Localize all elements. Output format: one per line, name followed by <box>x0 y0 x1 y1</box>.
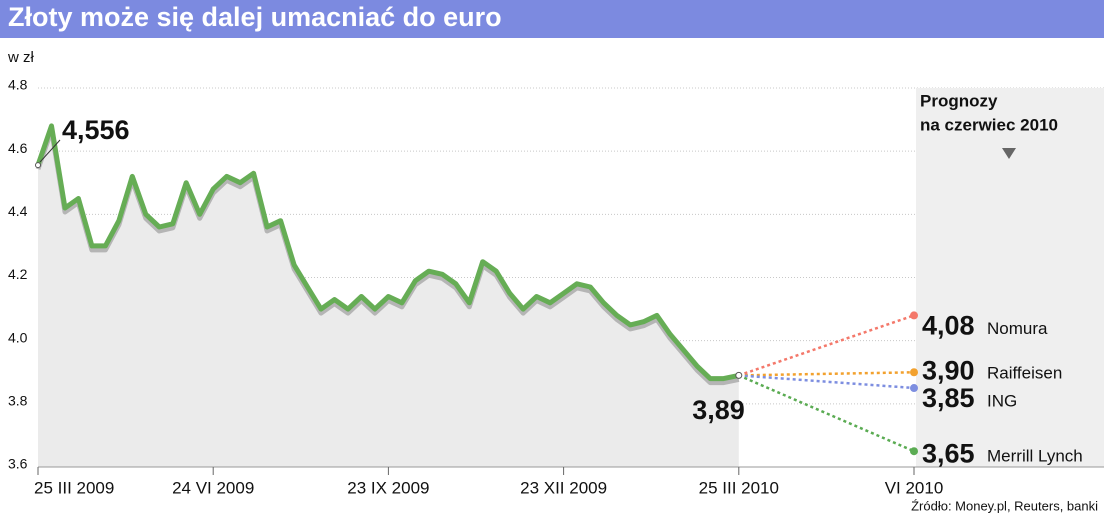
legend-label: ING <box>987 392 1017 411</box>
value-label: 3,65 <box>922 438 975 468</box>
leader <box>39 139 61 163</box>
legend-label: Raiffeisen <box>987 364 1062 383</box>
line <box>35 123 740 382</box>
forecast-title: na czerwiec 2010 <box>920 115 1058 134</box>
value-label: 4,08 <box>922 311 975 341</box>
legend-label: Nomura <box>987 319 1048 338</box>
point <box>35 162 41 169</box>
junction <box>735 371 743 379</box>
forecast-point <box>910 311 918 320</box>
value-label: 3,89 <box>692 395 745 425</box>
forecast-line <box>738 314 915 377</box>
x-tick-label: 23 XII 2009 <box>520 478 607 497</box>
line-shadow <box>35 127 740 386</box>
value-label: 4,556 <box>62 115 130 145</box>
x-tick-label: 23 IX 2009 <box>347 478 429 497</box>
forecast-line <box>738 371 915 377</box>
y-tick-label: 4.4 <box>8 203 28 219</box>
source: Źródło: Money.pl, Reuters, banki <box>911 498 1098 513</box>
chart-title: Złoty może się dalej umacniać do euro <box>8 2 502 32</box>
y-tick-label: 4.0 <box>8 329 28 345</box>
x-tick-label: 25 III 2009 <box>34 478 114 497</box>
legend-label: Merrill Lynch <box>987 447 1083 466</box>
forecast-point <box>910 368 918 377</box>
forecast-line <box>738 374 915 390</box>
x-tick-label: 24 VI 2009 <box>172 478 254 497</box>
y-axis-label: w zł <box>7 49 35 66</box>
y-tick-label: 3.6 <box>8 456 28 472</box>
forecast-line <box>738 374 915 453</box>
forecast-arrow <box>1002 148 1016 159</box>
y-tick-label: 4.6 <box>8 140 28 156</box>
title-bar <box>0 0 1104 38</box>
area <box>38 125 739 468</box>
value-label: 3,85 <box>922 383 975 413</box>
x-tick-label: 25 III 2010 <box>699 478 779 497</box>
forecast-point <box>910 447 918 456</box>
forecast-title: Prognozy <box>920 91 998 110</box>
y-tick-label: 4.2 <box>8 266 28 282</box>
value-label: 3,90 <box>922 355 975 385</box>
x-tick-label: VI 2010 <box>885 478 944 497</box>
forecast-point <box>910 384 918 393</box>
y-tick-label: 3.8 <box>8 393 28 409</box>
y-tick-label: 4.8 <box>8 77 28 93</box>
